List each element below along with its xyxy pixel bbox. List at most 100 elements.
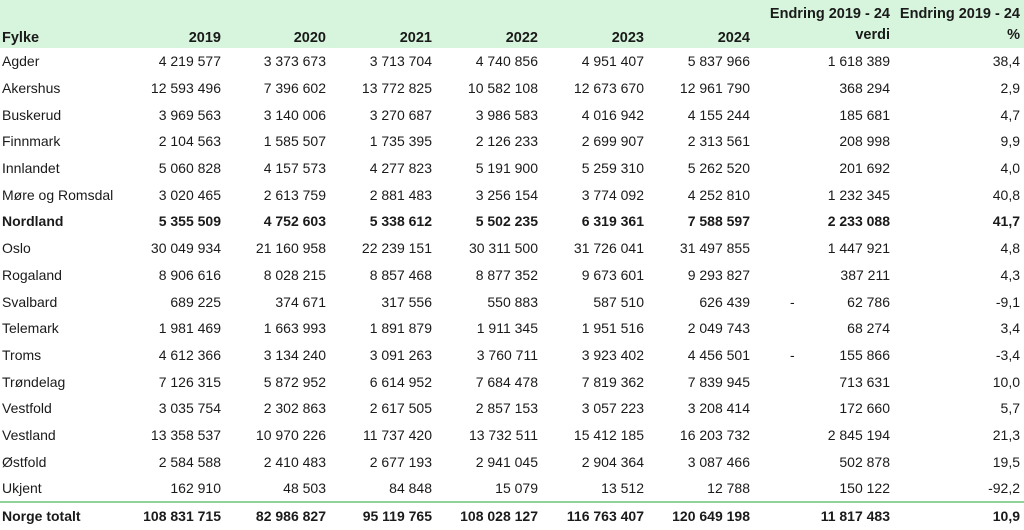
endring-verdi-cell[interactable]: 201 692 xyxy=(754,155,894,182)
endring-verdi-cell[interactable]: - 155 866 xyxy=(754,342,894,369)
endring-verdi-cell[interactable]: 2 845 194 xyxy=(754,422,894,449)
endring-verdi-cell[interactable]: 150 122 xyxy=(754,475,894,502)
value-cell-2022[interactable]: 15 079 xyxy=(495,479,538,496)
value-cell-2023[interactable]: 5 259 310 xyxy=(581,160,644,177)
header-endring-pct[interactable]: Endring 2019 - 24 % xyxy=(894,0,1024,48)
endring-pct-cell[interactable]: 19,5 xyxy=(992,453,1020,470)
value-cell-2020[interactable]: 3 373 673 xyxy=(263,53,326,70)
fylke-cell[interactable]: Rogaland xyxy=(2,266,62,283)
value-cell-2023[interactable]: 13 512 xyxy=(601,479,644,496)
fylke-cell[interactable]: Svalbard xyxy=(2,293,58,310)
value-cell-2024[interactable]: 7 588 597 xyxy=(687,213,750,230)
value-cell-2020[interactable]: 3 134 240 xyxy=(263,346,326,363)
fylke-cell[interactable]: Ukjent xyxy=(2,479,42,496)
value-cell-2022[interactable]: 5 191 900 xyxy=(475,160,538,177)
value-cell-2021[interactable]: 3 713 704 xyxy=(369,53,432,70)
value-cell-2024[interactable]: 3 208 414 xyxy=(687,400,750,417)
value-cell-2021[interactable]: 3 270 687 xyxy=(369,106,432,123)
value-cell-2024[interactable]: 9 293 827 xyxy=(687,266,750,283)
fylke-cell[interactable]: Nordland xyxy=(2,213,64,230)
endring-verdi-cell[interactable]: 208 998 xyxy=(754,128,894,155)
value-cell-2019[interactable]: 8 906 616 xyxy=(158,266,221,283)
value-cell-2023[interactable]: 3 774 092 xyxy=(581,186,644,203)
fylke-cell[interactable]: Østfold xyxy=(2,453,47,470)
fylke-cell[interactable]: Akershus xyxy=(2,80,61,97)
total-endring-verdi-cell[interactable]: 11 817 483 xyxy=(754,500,894,530)
endring-verdi-cell[interactable]: 368 294 xyxy=(754,75,894,102)
header-2024[interactable]: 2024 xyxy=(717,30,750,46)
value-cell-2023[interactable]: 6 319 361 xyxy=(581,213,644,230)
value-cell-2021[interactable]: 11 737 420 xyxy=(362,426,432,443)
value-cell-2020[interactable]: 1 663 993 xyxy=(263,320,326,337)
value-cell-2019[interactable]: 4 612 366 xyxy=(158,346,221,363)
endring-pct-cell[interactable]: 38,4 xyxy=(992,53,1020,70)
value-cell-2021[interactable]: 1 891 879 xyxy=(369,320,432,337)
value-cell-2020[interactable]: 4 752 603 xyxy=(263,213,326,230)
value-cell-2024[interactable]: 12 788 xyxy=(707,479,750,496)
endring-verdi-cell[interactable]: 172 660 xyxy=(754,395,894,422)
value-cell-2022[interactable]: 1 911 345 xyxy=(476,320,538,337)
value-cell-2024[interactable]: 4 456 501 xyxy=(687,346,750,363)
endring-verdi-cell[interactable]: 68 274 xyxy=(754,315,894,342)
value-cell-2020[interactable]: 1 585 507 xyxy=(263,133,326,150)
endring-pct-cell[interactable]: 40,8 xyxy=(992,186,1020,203)
value-cell-2022[interactable]: 13 732 511 xyxy=(468,426,538,443)
value-cell-2024[interactable]: 4 252 810 xyxy=(687,186,750,203)
value-cell-2024[interactable]: 16 203 732 xyxy=(679,426,750,443)
value-cell-2022[interactable]: 3 256 154 xyxy=(475,186,538,203)
value-cell-2022[interactable]: 550 883 xyxy=(487,293,538,310)
header-2019[interactable]: 2019 xyxy=(188,30,221,46)
value-cell-2024[interactable]: 2 049 743 xyxy=(687,320,750,337)
value-cell-2022[interactable]: 7 684 478 xyxy=(475,373,538,390)
endring-verdi-cell[interactable]: 1 618 389 xyxy=(754,48,894,75)
value-cell-2022[interactable]: 2 857 153 xyxy=(475,400,538,417)
value-cell-2021[interactable]: 5 338 612 xyxy=(369,213,432,230)
value-cell-2023[interactable]: 2 699 907 xyxy=(581,133,644,150)
value-cell-2022[interactable]: 3 760 711 xyxy=(476,346,538,363)
value-cell-2019[interactable]: 30 049 934 xyxy=(150,240,221,257)
endring-pct-cell[interactable]: 10,0 xyxy=(992,373,1020,390)
value-cell-2020[interactable]: 2 302 863 xyxy=(263,400,326,417)
total-2022-cell[interactable]: 108 028 127 xyxy=(436,500,542,530)
fylke-cell[interactable]: Troms xyxy=(2,346,42,363)
fylke-cell[interactable]: Møre og Romsdal xyxy=(2,186,114,203)
value-cell-2023[interactable]: 9 673 601 xyxy=(581,266,644,283)
endring-pct-cell[interactable]: -9,1 xyxy=(995,293,1020,310)
value-cell-2023[interactable]: 31 726 041 xyxy=(573,240,644,257)
value-cell-2024[interactable]: 4 155 244 xyxy=(687,106,750,123)
value-cell-2021[interactable]: 2 881 483 xyxy=(369,186,432,203)
value-cell-2020[interactable]: 2 613 759 xyxy=(263,186,326,203)
value-cell-2021[interactable]: 22 239 151 xyxy=(361,240,432,257)
value-cell-2019[interactable]: 4 219 577 xyxy=(158,53,221,70)
total-2023-cell[interactable]: 116 763 407 xyxy=(542,500,648,530)
value-cell-2022[interactable]: 10 582 108 xyxy=(467,80,538,97)
value-cell-2019[interactable]: 5 355 509 xyxy=(158,213,221,230)
fylke-cell[interactable]: Trøndelag xyxy=(2,373,66,390)
fylke-cell[interactable]: Oslo xyxy=(2,240,31,257)
header-endring-verdi[interactable]: Endring 2019 - 24 verdi xyxy=(754,0,894,48)
value-cell-2023[interactable]: 12 673 670 xyxy=(573,80,644,97)
value-cell-2021[interactable]: 4 277 823 xyxy=(369,160,432,177)
endring-verdi-cell[interactable]: - 62 786 xyxy=(754,288,894,315)
value-cell-2019[interactable]: 1 981 469 xyxy=(158,320,221,337)
value-cell-2019[interactable]: 5 060 828 xyxy=(158,160,221,177)
value-cell-2021[interactable]: 1 735 395 xyxy=(369,133,432,150)
endring-pct-cell[interactable]: 3,4 xyxy=(1000,320,1020,337)
value-cell-2023[interactable]: 3 923 402 xyxy=(581,346,644,363)
total-2021-cell[interactable]: 95 119 765 xyxy=(330,500,436,530)
endring-verdi-cell[interactable]: 2 233 088 xyxy=(754,208,894,235)
endring-pct-cell[interactable]: 41,7 xyxy=(992,213,1020,230)
endring-pct-cell[interactable]: 9,9 xyxy=(1000,133,1020,150)
value-cell-2023[interactable]: 15 412 185 xyxy=(573,426,644,443)
total-fylke-cell[interactable]: Norge totalt xyxy=(0,500,118,530)
value-cell-2020[interactable]: 21 160 958 xyxy=(255,240,326,257)
endring-verdi-cell[interactable]: 713 631 xyxy=(754,368,894,395)
value-cell-2022[interactable]: 30 311 500 xyxy=(468,240,538,257)
value-cell-2024[interactable]: 12 961 790 xyxy=(679,80,750,97)
value-cell-2020[interactable]: 3 140 006 xyxy=(263,106,326,123)
value-cell-2019[interactable]: 12 593 496 xyxy=(150,80,221,97)
header-2020[interactable]: 2020 xyxy=(293,30,326,46)
value-cell-2024[interactable]: 7 839 945 xyxy=(687,373,750,390)
total-2024-cell[interactable]: 120 649 198 xyxy=(648,500,754,530)
value-cell-2023[interactable]: 4 951 407 xyxy=(581,53,644,70)
